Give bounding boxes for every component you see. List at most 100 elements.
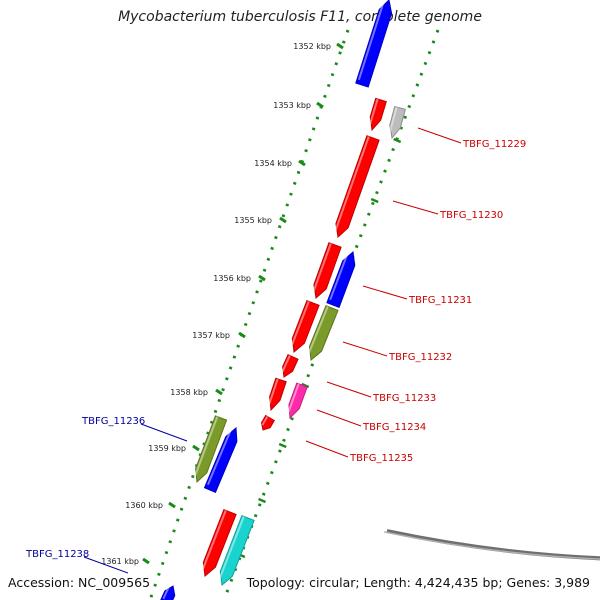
gene-label-leader — [316, 409, 362, 427]
gene-label-leader — [417, 127, 462, 144]
gene-arrow-forward-shine — [201, 510, 227, 571]
scale-tick-label: 1355 kbp — [234, 216, 272, 225]
gene-arrow-forward — [334, 135, 380, 238]
gene-label: TBFG_11233 — [372, 393, 436, 404]
scale-tick-label: 1357 kbp — [192, 331, 230, 340]
gene-label-leader — [140, 423, 188, 442]
gene-label: TBFG_11231 — [408, 295, 472, 306]
gene-label: TBFG_11230 — [439, 210, 503, 221]
gene-label-leader — [342, 341, 388, 357]
gene-arrow-forward — [267, 377, 287, 412]
gene-arrow-olive-body — [308, 304, 339, 361]
scale-tick-label: 1352 kbp — [293, 42, 331, 51]
gene-label: TBFG_11232 — [388, 352, 452, 363]
gene-arrow-forward-shine — [334, 136, 370, 233]
outer-scale-tick — [258, 497, 267, 504]
outer-scale-tick — [278, 442, 287, 449]
scale-tick-mark — [279, 216, 287, 224]
scale-ring-outer — [222, 29, 440, 600]
scale-tick-mark — [142, 557, 150, 565]
scale-tick-mark — [168, 501, 176, 509]
gene-arrow-forward — [260, 414, 275, 431]
scale-tick-mark — [215, 388, 223, 396]
gene-label-leader — [326, 381, 372, 398]
gene-arrow-forward-body — [202, 508, 237, 577]
gene-arrow-olive-shine — [193, 416, 219, 478]
gene-arrow-reverse-shine — [162, 584, 171, 600]
scale-tick-mark — [298, 159, 306, 167]
gene-label-leader — [362, 285, 408, 300]
gene-arrow-cyan — [218, 514, 255, 586]
gene-arrow-forward-shine — [312, 243, 332, 294]
gene-arrow-forward-body — [369, 97, 387, 132]
gene-arrow-reverse — [326, 250, 356, 308]
gene-arrow-forward-body — [291, 300, 320, 353]
gene-arrow-reverse-body — [203, 426, 238, 493]
gene-label: TBFG_11234 — [362, 422, 426, 433]
scale-tick-label: 1358 kbp — [170, 388, 208, 397]
scale-tick-label: 1356 kbp — [213, 274, 251, 283]
gene-arrow-forward — [201, 508, 237, 577]
gene-arrow-cyan-shine — [218, 516, 245, 580]
scale-tick-mark — [316, 101, 324, 109]
gene-arrow-reverse-shine — [329, 250, 350, 301]
outer-scale-tick — [370, 197, 379, 204]
gene-label: TBFG_11238 — [25, 549, 89, 560]
gene-label: TBFG_11236 — [81, 416, 145, 427]
gene-arrow-forward — [312, 242, 342, 299]
gene-arrow-forward-body — [260, 414, 275, 431]
gene-arrow-gray-body — [389, 105, 406, 140]
scale-tick-label: 1359 kbp — [148, 444, 186, 453]
gene-arrow-forward-shine — [267, 378, 279, 406]
gene-arrow-reverse-body — [160, 585, 176, 600]
scale-tick-mark — [336, 42, 344, 50]
gene-arrow-reverse — [160, 584, 176, 600]
scale-ring-inner — [148, 29, 350, 600]
genome-summary-text: Topology: circular; Length: 4,424,435 bp… — [246, 575, 590, 590]
scale-tick-mark — [192, 444, 200, 452]
gene-arrow-reverse-body — [326, 251, 356, 308]
gene-label: TBFG_11235 — [349, 453, 413, 464]
gene-arrow-forward — [281, 354, 299, 378]
gene-label-leader — [305, 440, 349, 458]
gene-arrow-gray-shine — [388, 106, 398, 134]
gene-arrow-forward-shine — [261, 415, 269, 426]
gene-arrow-forward-body — [313, 242, 342, 299]
scale-tick-mark — [258, 274, 266, 282]
gene-arrow-magenta-body — [288, 382, 308, 420]
scale-tick-label: 1360 kbp — [125, 501, 163, 510]
gene-arrow-olive — [307, 304, 339, 361]
gene-arrow-cyan-body — [219, 514, 255, 586]
gene-arrow-reverse-shine — [357, 0, 386, 81]
gene-arrow-reverse — [203, 426, 238, 493]
gene-arrow-forward-body — [335, 135, 380, 238]
gene-label-leader — [392, 200, 439, 215]
gene-arrow-gray — [388, 105, 406, 140]
gene-arrow-forward-body — [269, 377, 287, 412]
gene-label-leader — [83, 556, 129, 574]
gene-label: TBFG_11229 — [462, 139, 526, 150]
scale-tick-mark — [238, 331, 246, 339]
gene-arrow-reverse-shine — [206, 426, 234, 486]
outer-scale-tick — [393, 137, 402, 144]
gene-arrow-forward — [290, 300, 320, 353]
gene-arrow-forward-shine — [368, 98, 379, 126]
gene-arrow-reverse — [355, 0, 393, 88]
gene-arrow-olive-body — [195, 415, 228, 484]
gene-arrow-olive-shine — [307, 305, 329, 355]
accession-text: Accession: NC_009565 — [8, 575, 151, 590]
scale-tick-label: 1361 kbp — [101, 557, 139, 566]
gene-arrow-magenta-shine — [287, 383, 300, 414]
gene-arrow-reverse-body — [355, 0, 393, 88]
scale-tick-label: 1353 kbp — [273, 101, 311, 110]
gene-arrow-forward-body — [282, 354, 299, 378]
gene-arrow-forward-shine — [281, 355, 291, 373]
scale-tick-label: 1354 kbp — [254, 159, 292, 168]
gene-arrow-magenta — [287, 382, 308, 420]
gene-arrow-olive — [193, 415, 228, 484]
gene-arrow-forward-shine — [290, 301, 310, 347]
gene-arrow-forward — [368, 97, 387, 132]
backbone-arc — [386, 529, 600, 561]
